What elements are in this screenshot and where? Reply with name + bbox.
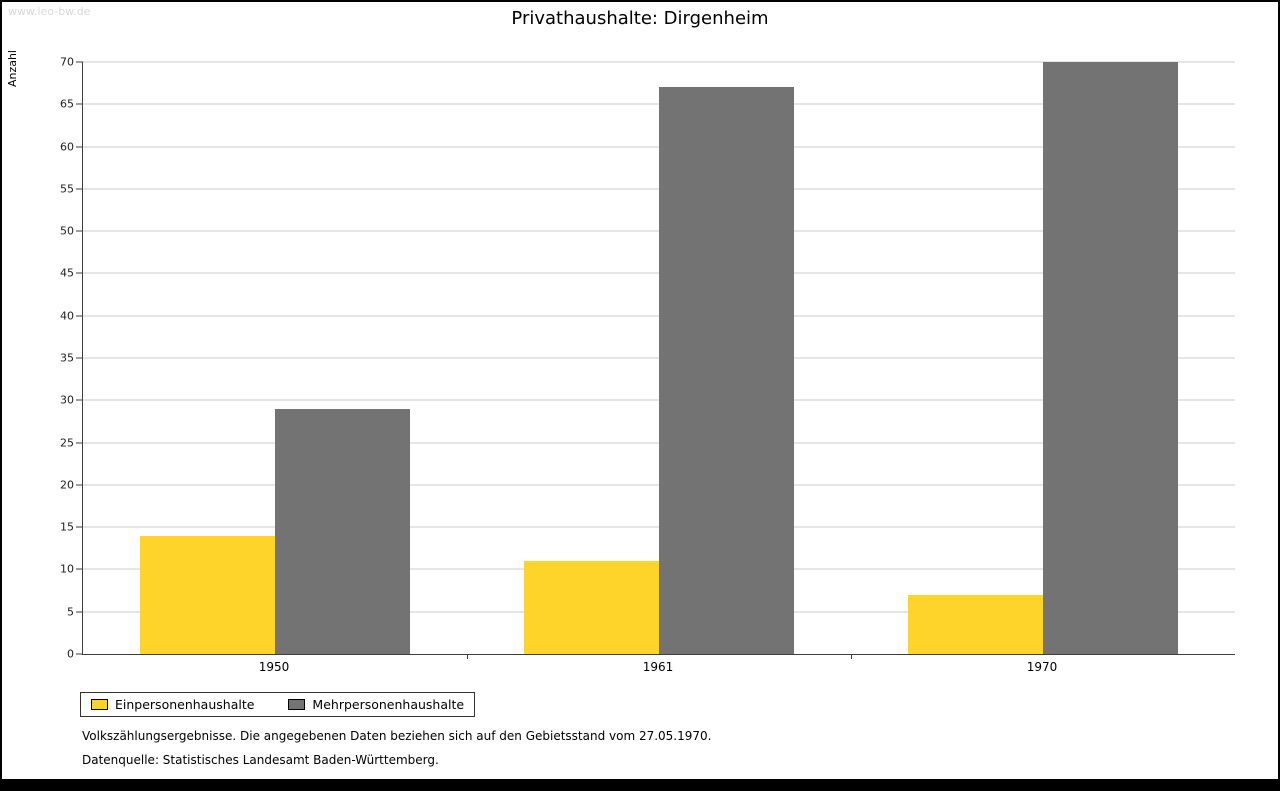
bar-group-1950 <box>83 62 467 654</box>
y-tick-label: 65 <box>60 97 74 111</box>
y-tick-label: 55 <box>60 182 74 196</box>
footnote-gebietsstand: Volkszählungsergebnisse. Die angegebenen… <box>82 729 712 743</box>
y-tick-mark <box>76 103 83 105</box>
y-tick-label: 15 <box>60 520 74 534</box>
watermark: www.leo-bw.de <box>8 5 91 18</box>
gridline <box>83 61 1235 63</box>
y-tick-mark <box>76 653 83 655</box>
y-tick-mark <box>76 146 83 148</box>
legend-entry: Mehrpersonenhaushalte <box>288 697 464 712</box>
y-tick-mark <box>76 484 83 486</box>
legend-entry: Einpersonenhaushalte <box>91 697 254 712</box>
chart-title: Privathaushalte: Dirgenheim <box>511 8 769 29</box>
y-tick-label: 10 <box>60 562 74 576</box>
y-tick-mark <box>76 357 83 359</box>
y-axis-tick-labels: 0 5 10 15 20 25 30 35 40 45 50 55 60 65 70 <box>2 57 74 660</box>
x-axis-tick-labels: 1950 1961 1970 <box>82 660 1234 674</box>
bottom-bar <box>2 779 1278 789</box>
y-tick-mark <box>76 526 83 528</box>
y-tick-mark <box>76 272 83 274</box>
x-tick-label: 1950 <box>258 660 290 674</box>
legend-label: Einpersonenhaushalte <box>115 697 255 712</box>
legend-swatch-icon <box>91 699 108 710</box>
y-tick-mark <box>76 442 83 444</box>
x-tick-mark <box>467 654 468 659</box>
x-tick-mark <box>851 654 852 659</box>
y-tick-label: 30 <box>60 393 74 407</box>
y-tick-mark <box>76 188 83 190</box>
bar-1950-mehrpersonenhaushalte <box>275 408 410 654</box>
y-tick-mark <box>76 315 83 317</box>
y-tick-mark <box>76 399 83 401</box>
footnote-datenquelle: Datenquelle: Statistisches Landesamt Bad… <box>82 753 439 767</box>
plot-area <box>76 61 1235 659</box>
y-tick-label: 50 <box>60 224 74 238</box>
y-tick-mark <box>76 568 83 570</box>
x-tick-label: 1961 <box>642 660 674 674</box>
x-tick-label: 1970 <box>1026 660 1058 674</box>
bar-1970-einpersonenhaushalte <box>908 594 1043 654</box>
y-tick-label: 35 <box>60 351 74 365</box>
y-tick-label: 60 <box>60 140 74 154</box>
y-tick-mark <box>76 61 83 63</box>
legend-swatch-icon <box>288 699 306 710</box>
y-tick-label: 40 <box>60 309 74 323</box>
bar-1961-mehrpersonenhaushalte <box>659 87 794 654</box>
y-tick-label: 45 <box>60 266 74 280</box>
y-tick-label: 0 <box>67 647 74 661</box>
y-tick-mark <box>76 611 83 613</box>
y-tick-label: 70 <box>60 55 74 69</box>
bar-groups <box>83 62 1235 654</box>
y-tick-label: 25 <box>60 436 74 450</box>
y-tick-label: 20 <box>60 478 74 492</box>
bar-group-1961 <box>467 62 851 654</box>
bar-group-1970 <box>851 62 1235 654</box>
bar-1961-einpersonenhaushalte <box>524 560 659 654</box>
bar-1950-einpersonenhaushalte <box>140 535 275 654</box>
y-tick-mark <box>76 230 83 232</box>
legend-label: Mehrpersonenhaushalte <box>312 697 465 712</box>
y-tick-label: 5 <box>67 605 74 619</box>
bar-1970-mehrpersonenhaushalte <box>1043 62 1178 654</box>
legend: Einpersonenhaushalte Mehrpersonenhaushalt… <box>80 692 476 717</box>
